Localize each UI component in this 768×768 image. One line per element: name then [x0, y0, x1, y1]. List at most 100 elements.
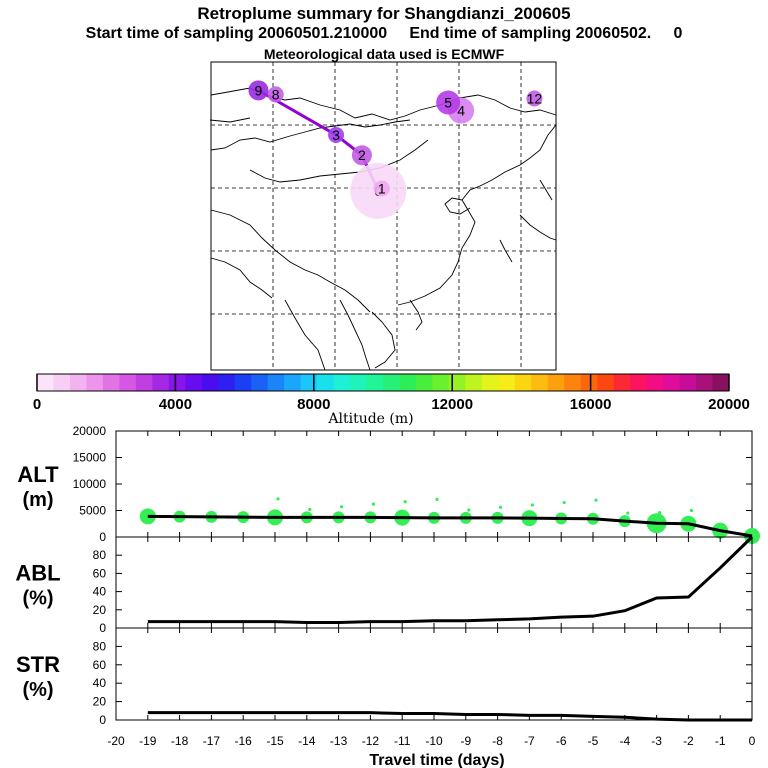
str-ytick-label: 0 — [99, 713, 106, 727]
alt-plume-dot — [340, 505, 344, 509]
colorbar-tick-label: 16000 — [570, 396, 612, 413]
alt-plume-dot — [499, 505, 503, 509]
x-tick-label: -8 — [492, 734, 503, 748]
alt-ytick-label: 15000 — [73, 451, 107, 465]
colorbar-swatch — [119, 374, 137, 391]
colorbar-swatch — [663, 374, 681, 391]
str-ytick-label: 60 — [93, 658, 107, 672]
alt-plume-dot — [530, 503, 535, 507]
plume-cluster-circle — [373, 180, 390, 197]
colorbar-swatch — [679, 374, 697, 391]
colorbar-swatch — [580, 374, 598, 391]
chart-title: Retroplume summary for Shangdianzi_20060… — [197, 4, 571, 23]
colorbar-swatch — [646, 374, 664, 391]
colorbar-swatch — [399, 374, 417, 391]
alt-plume-dot — [467, 508, 471, 512]
x-tick-label: -18 — [171, 734, 189, 748]
alt-plume-dot — [689, 508, 694, 513]
plume-cluster-label: 1 — [378, 180, 386, 196]
colorbar-swatch — [383, 374, 400, 391]
x-tick-label: -11 — [394, 734, 411, 748]
abl-ytick-label: 80 — [93, 548, 107, 562]
x-tick-label: -20 — [107, 734, 125, 748]
colorbar-swatch — [37, 374, 54, 391]
plume-cluster-circle — [351, 145, 372, 166]
x-tick-label: -3 — [651, 734, 662, 748]
time-series-panels: 05000100001500020000ALT(m)020406080ABL(%… — [15, 424, 760, 768]
colorbar-swatch — [498, 374, 516, 391]
plume-cluster-label: 8 — [272, 86, 280, 102]
alt-plume-dot — [435, 497, 439, 501]
plume-cluster-label: 5 — [444, 95, 452, 111]
colorbar-swatch — [696, 374, 714, 391]
colorbar-tick-label: 20000 — [708, 396, 750, 413]
colorbar-swatch — [102, 374, 120, 391]
x-tick-label: -16 — [235, 734, 253, 748]
colorbar-swatch — [218, 374, 236, 391]
colorbar-swatch — [300, 374, 318, 391]
plume-cluster-circle — [526, 90, 543, 107]
str-series-line — [147, 711, 752, 722]
x-tick-label: -2 — [683, 734, 694, 748]
altitude-colorbar: 0 4000 8000 12000 16000 20000 Altitude (m) — [33, 373, 750, 427]
x-tick-label: -19 — [139, 734, 157, 748]
colorbar-swatch — [53, 374, 71, 391]
colorbar-swatch — [267, 374, 285, 391]
colorbar-tick-label: 12000 — [431, 396, 473, 413]
colorbar-xlabel: Altitude (m) — [327, 411, 413, 427]
str-ylabel-bottom: (%) — [22, 679, 53, 701]
x-tick-label: -9 — [460, 734, 471, 748]
plume-cluster-circle — [436, 90, 461, 115]
colorbar-swatch — [317, 374, 335, 391]
colorbar-swatch — [185, 374, 203, 391]
alt-ytick-label: 0 — [99, 530, 106, 544]
colorbar-swatch — [415, 374, 433, 391]
x-tick-label: -15 — [266, 734, 284, 748]
alt-plume-dot — [626, 511, 630, 515]
abl-frame — [115, 536, 753, 629]
abl-ylabel-bottom: (%) — [22, 588, 53, 610]
colorbar-swatch — [514, 374, 532, 391]
x-tick-label: -6 — [556, 734, 567, 748]
str-ylabel-top: STR — [16, 652, 60, 677]
x-tick-label: 0 — [749, 734, 756, 748]
abl-ytick-label: 0 — [99, 621, 106, 635]
plume-cluster-label: 3 — [332, 127, 340, 143]
met-data-note: Meteorological data used is ECMWF — [263, 46, 505, 62]
colorbar-swatch — [86, 374, 104, 391]
colorbar-swatch — [564, 374, 582, 391]
colorbar-swatch — [465, 374, 483, 391]
alt-ytick-label: 5000 — [79, 504, 106, 518]
colorbar-swatch — [547, 374, 565, 391]
alt-plume-dot — [276, 497, 280, 501]
x-tick-label: -7 — [524, 734, 535, 748]
colorbar-swatch — [251, 374, 269, 391]
str-ytick-label: 80 — [93, 639, 107, 653]
map-boundaries — [209, 87, 557, 371]
alt-ylabel-bottom: (m) — [22, 489, 53, 511]
plume-cluster-label: 4 — [457, 103, 465, 119]
alt-plume-dot — [562, 500, 566, 505]
x-axis-label: Travel time (days) — [369, 752, 504, 768]
colorbar-swatch — [284, 374, 302, 391]
alt-plume-dot — [658, 511, 662, 515]
x-tick-label: -12 — [362, 734, 380, 748]
plume-cluster-label: 9 — [255, 82, 263, 98]
abl-panel: 0 20 40 60 80 ABL(%) — [15, 535, 754, 635]
x-tick-label: -4 — [619, 734, 630, 748]
x-tick-label: -5 — [588, 734, 599, 748]
x-tick-label: -13 — [330, 734, 348, 748]
colorbar-swatch — [234, 374, 252, 391]
plume-cluster-label: 12 — [527, 90, 543, 106]
colorbar-swatch — [350, 374, 368, 391]
alt-ytick-label: 10000 — [73, 477, 107, 491]
x-tick-label: -14 — [298, 734, 316, 748]
colorbar-tick-label: 8000 — [297, 396, 330, 413]
alt-ylabel-top: ALT — [17, 462, 59, 487]
colorbar-swatch — [613, 374, 631, 391]
plume-cluster-label: 2 — [358, 147, 366, 163]
colorbar-swatch — [152, 374, 170, 391]
sampling-times: Start time of sampling 20060501.210000 E… — [85, 25, 683, 42]
